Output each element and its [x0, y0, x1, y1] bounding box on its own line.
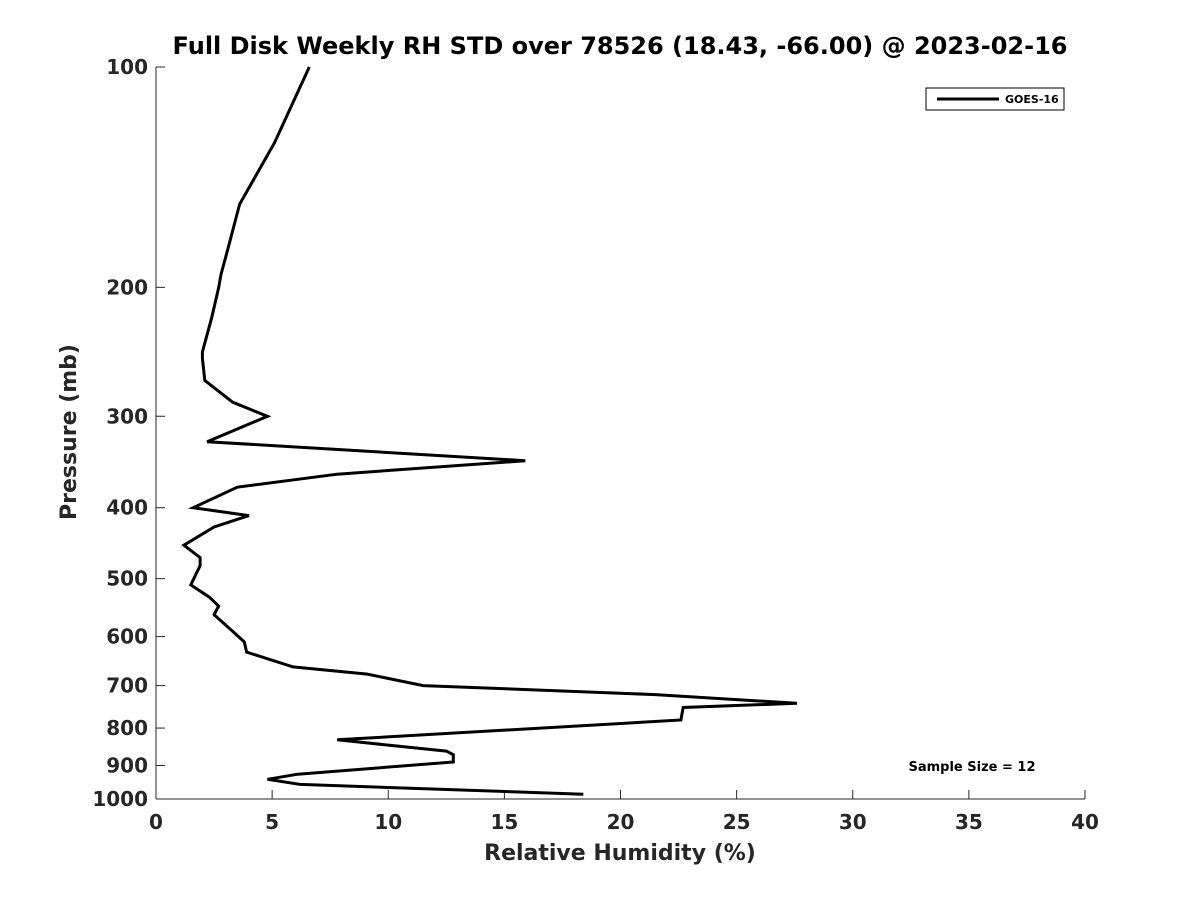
x-tick-label: 5: [265, 810, 279, 834]
legend-label-goes-16: GOES-16: [1005, 93, 1059, 106]
x-tick-label: 10: [374, 810, 402, 834]
y-tick-label: 800: [106, 716, 148, 740]
chart-title: Full Disk Weekly RH STD over 78526 (18.4…: [173, 32, 1068, 60]
sample-size-annotation: Sample Size = 12: [908, 760, 1035, 775]
x-tick-label: 20: [607, 810, 635, 834]
y-tick-label: 300: [106, 404, 148, 428]
y-tick-label: 700: [106, 674, 148, 698]
x-tick-label: 15: [490, 810, 518, 834]
x-tick-label: 40: [1071, 810, 1099, 834]
x-tick-label: 0: [149, 810, 163, 834]
y-axis-label: Pressure (mb): [57, 344, 82, 520]
legend: GOES-16: [925, 87, 1065, 111]
y-tick-label: 200: [106, 275, 148, 299]
x-axis-label: Relative Humidity (%): [484, 841, 756, 866]
x-tick-label: 25: [723, 810, 751, 834]
y-tick-label: 400: [106, 496, 148, 520]
series-line-goes-16: [181, 66, 798, 796]
y-tick-label: 100: [106, 55, 148, 79]
y-tick-label: 1000: [92, 787, 148, 811]
y-tick-label: 500: [106, 567, 148, 591]
y-tick-label: 900: [106, 754, 148, 778]
plot-area: 0 5 10 15 20 25 30 35 40 100 200 300 400 500 600 700 800…: [92, 55, 1099, 834]
y-tick-label: 600: [106, 625, 148, 649]
x-tick-label: 35: [955, 810, 983, 834]
x-tick-label: 30: [839, 810, 867, 834]
